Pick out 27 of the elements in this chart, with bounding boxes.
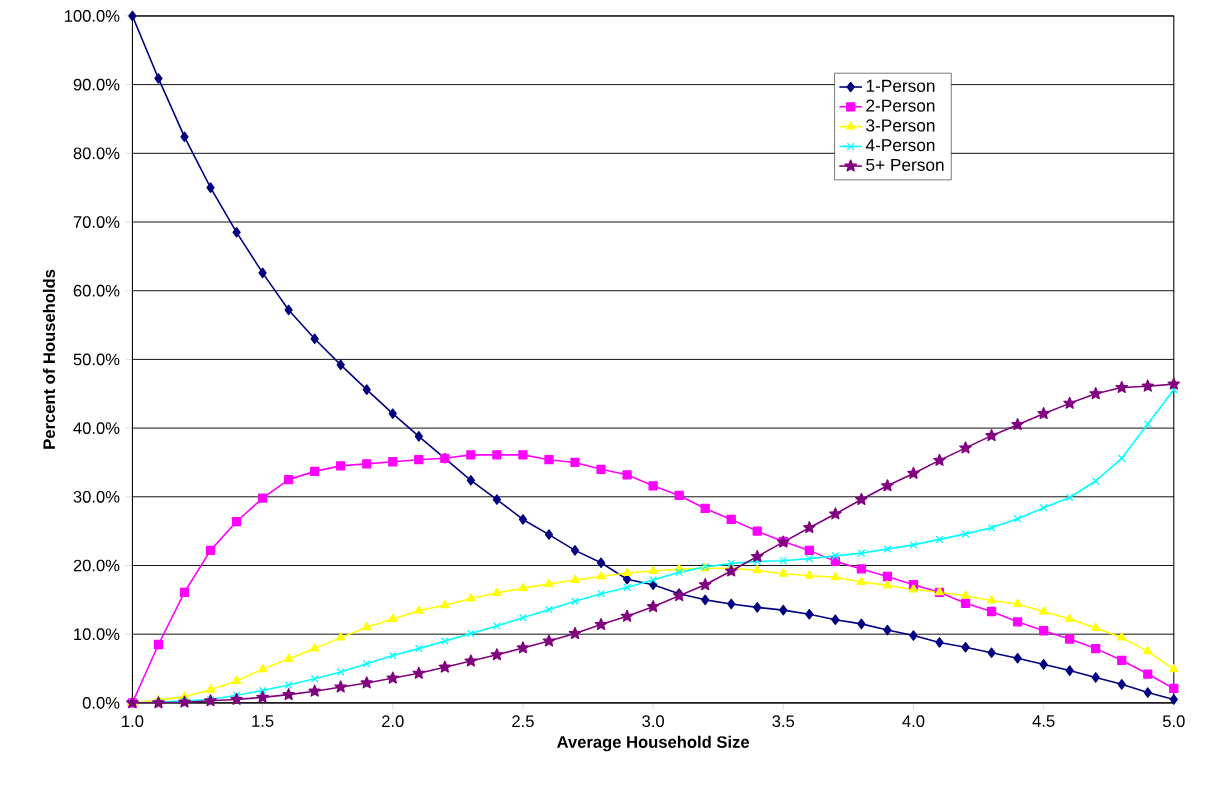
x-tick-label: 5.0 xyxy=(1162,715,1185,728)
y-tick-label: 20.0% xyxy=(73,559,120,572)
legend-label: 3-Person xyxy=(866,119,935,132)
y-tick-label: 90.0% xyxy=(73,78,120,91)
y-tick-label: 40.0% xyxy=(73,422,120,435)
y-tick-label: 30.0% xyxy=(73,491,120,503)
y-tick-label: 100.0% xyxy=(64,10,120,23)
x-tick-label: 1.5 xyxy=(252,715,274,728)
y-tick-label: 50.0% xyxy=(73,353,120,366)
legend-label: 5+ Person xyxy=(866,159,944,172)
y-tick-label: 70.0% xyxy=(73,216,120,229)
y-tick-label: 10.0% xyxy=(74,628,120,641)
x-tick-label: 4.5 xyxy=(1032,715,1055,728)
x-axis-title: Average Household Size xyxy=(557,735,750,752)
x-tick-label: 3.0 xyxy=(642,715,664,728)
y-tick-label: 60.0% xyxy=(73,285,120,297)
x-tick-label: 2.0 xyxy=(382,715,404,728)
x-tick-label: 4.0 xyxy=(902,715,925,728)
x-tick-label: 2.5 xyxy=(512,715,534,728)
legend-label: 1-Person xyxy=(866,80,935,93)
y-tick-label: 0.0% xyxy=(82,697,120,709)
x-tick-label: 3.5 xyxy=(772,715,795,728)
x-tick-label: 1.0 xyxy=(122,715,144,728)
y-tick-label: 80.0% xyxy=(73,147,120,160)
legend-label: 2-Person xyxy=(866,99,935,112)
y-axis-title: Percent of Households xyxy=(42,269,56,449)
legend-label: 4-Person xyxy=(865,139,935,152)
